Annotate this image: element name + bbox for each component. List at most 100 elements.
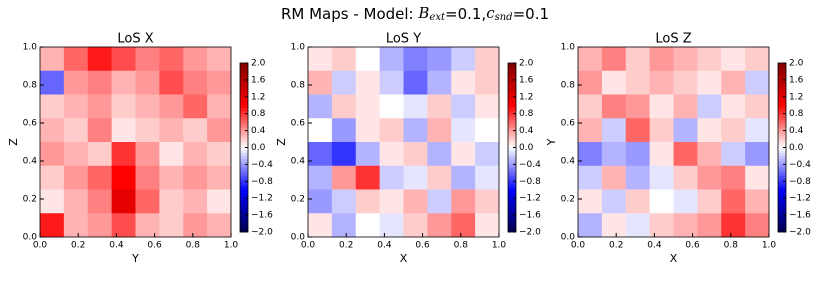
heat-cell bbox=[625, 213, 651, 238]
heat-cell bbox=[63, 118, 89, 143]
colorbar-step bbox=[240, 93, 248, 98]
heat-cell bbox=[111, 213, 136, 238]
heat-cell bbox=[403, 94, 428, 119]
colorbar-step bbox=[240, 144, 248, 148]
colorbar-tick-label: −0.8 bbox=[789, 177, 811, 187]
y-tick-label: 0.8 bbox=[23, 81, 38, 91]
y-tick-label: 0.0 bbox=[561, 233, 576, 243]
heat-cell bbox=[111, 165, 136, 190]
colorbar-step bbox=[508, 223, 516, 227]
colorbar-step bbox=[778, 88, 786, 92]
colorbar-step bbox=[240, 102, 248, 106]
heat-cell bbox=[355, 70, 381, 95]
colorbar-step bbox=[778, 65, 786, 69]
colorbar-step bbox=[778, 226, 786, 230]
heat-cell bbox=[87, 47, 113, 72]
colorbar-step bbox=[508, 96, 516, 100]
heat-cell bbox=[183, 118, 208, 143]
heat-cell bbox=[451, 47, 476, 72]
colorbar-step bbox=[240, 186, 248, 191]
heat-cell bbox=[745, 189, 770, 214]
heat-cell bbox=[207, 213, 232, 238]
heat-cell bbox=[673, 165, 698, 190]
colorbar-step bbox=[508, 113, 516, 117]
heat-cell bbox=[355, 118, 381, 143]
x-tick-label: 0.4 bbox=[109, 241, 124, 251]
x-tick-label: 1.0 bbox=[492, 241, 507, 251]
colorbar-tick-label: −0.4 bbox=[789, 160, 811, 170]
heat-cell bbox=[308, 70, 333, 95]
colorbar-step bbox=[508, 215, 516, 219]
colorbar-tick-label: 1.6 bbox=[251, 75, 266, 85]
heat-cell bbox=[111, 70, 136, 95]
heat-cell bbox=[697, 70, 722, 95]
colorbar-tick-label: −0.4 bbox=[251, 160, 273, 170]
heat-cell bbox=[475, 118, 500, 143]
colorbar-step bbox=[508, 186, 516, 191]
colorbar-step bbox=[778, 93, 786, 98]
colorbar-step bbox=[508, 124, 516, 129]
colorbar-step bbox=[508, 136, 516, 140]
colorbar-tick-label: −0.4 bbox=[519, 160, 541, 170]
colorbar-step bbox=[240, 201, 248, 205]
heat-cell bbox=[40, 189, 65, 214]
heat-cell bbox=[721, 142, 746, 167]
heat-cell bbox=[379, 142, 404, 167]
colorbar-step bbox=[508, 65, 516, 69]
colorbar-step bbox=[778, 136, 786, 140]
heat-cell bbox=[475, 142, 500, 167]
heat-cell bbox=[625, 47, 651, 72]
heat-cell bbox=[40, 118, 65, 143]
colorbar-step bbox=[508, 189, 516, 193]
colorbar-step bbox=[778, 71, 786, 75]
colorbar-step bbox=[778, 172, 786, 176]
heat-cell bbox=[451, 165, 476, 190]
colorbar-step bbox=[508, 226, 516, 230]
heat-cell bbox=[331, 47, 357, 72]
plot-frame bbox=[39, 46, 232, 238]
heat-cell bbox=[63, 165, 89, 190]
colorbar-step bbox=[508, 175, 516, 179]
x-tick-label: 0.8 bbox=[724, 241, 739, 251]
heat-cell bbox=[673, 70, 698, 95]
colorbar-tick-label: 1.2 bbox=[789, 92, 803, 102]
colorbar-step bbox=[240, 91, 248, 95]
heat-cell bbox=[475, 70, 500, 95]
colorbar-step bbox=[508, 167, 516, 171]
heat-cell bbox=[331, 70, 357, 95]
heat-cell bbox=[625, 70, 651, 95]
colorbar-step bbox=[240, 161, 248, 165]
heat-cell bbox=[40, 70, 65, 95]
heat-cell bbox=[183, 94, 208, 119]
heat-cell bbox=[111, 189, 136, 214]
colorbar-step bbox=[240, 206, 248, 210]
heat-cell bbox=[721, 118, 746, 143]
heat-cell bbox=[601, 213, 627, 238]
y-tick-label: 1.0 bbox=[23, 43, 38, 53]
heat-cell bbox=[403, 70, 428, 95]
y-tick-label: 0.2 bbox=[23, 195, 37, 205]
heat-cell bbox=[427, 213, 452, 238]
colorbar-tick-label: −2.0 bbox=[789, 228, 811, 238]
colorbar-tick-label: −0.8 bbox=[251, 177, 273, 187]
colorbar-step bbox=[778, 122, 786, 126]
y-tick-label: 0.2 bbox=[291, 195, 305, 205]
colorbar-step bbox=[508, 147, 516, 151]
colorbar-step bbox=[240, 108, 248, 112]
heat-cell bbox=[625, 189, 651, 214]
heat-cell bbox=[87, 118, 113, 143]
colorbar-step bbox=[778, 155, 786, 160]
colorbar-step bbox=[240, 172, 248, 176]
colorbar-step bbox=[778, 167, 786, 171]
colorbar-step bbox=[240, 122, 248, 126]
heat-cell bbox=[427, 142, 452, 167]
heat-cell bbox=[207, 70, 232, 95]
colorbar-step bbox=[508, 110, 516, 114]
colorbar-step bbox=[240, 198, 248, 202]
colorbar-step bbox=[778, 127, 786, 131]
y-tick-label: 0.8 bbox=[291, 81, 306, 91]
colorbar-step bbox=[508, 85, 516, 89]
colorbar-step bbox=[240, 150, 248, 154]
heat-cell bbox=[475, 47, 500, 72]
colorbar-tick-label: 0.4 bbox=[251, 126, 266, 136]
